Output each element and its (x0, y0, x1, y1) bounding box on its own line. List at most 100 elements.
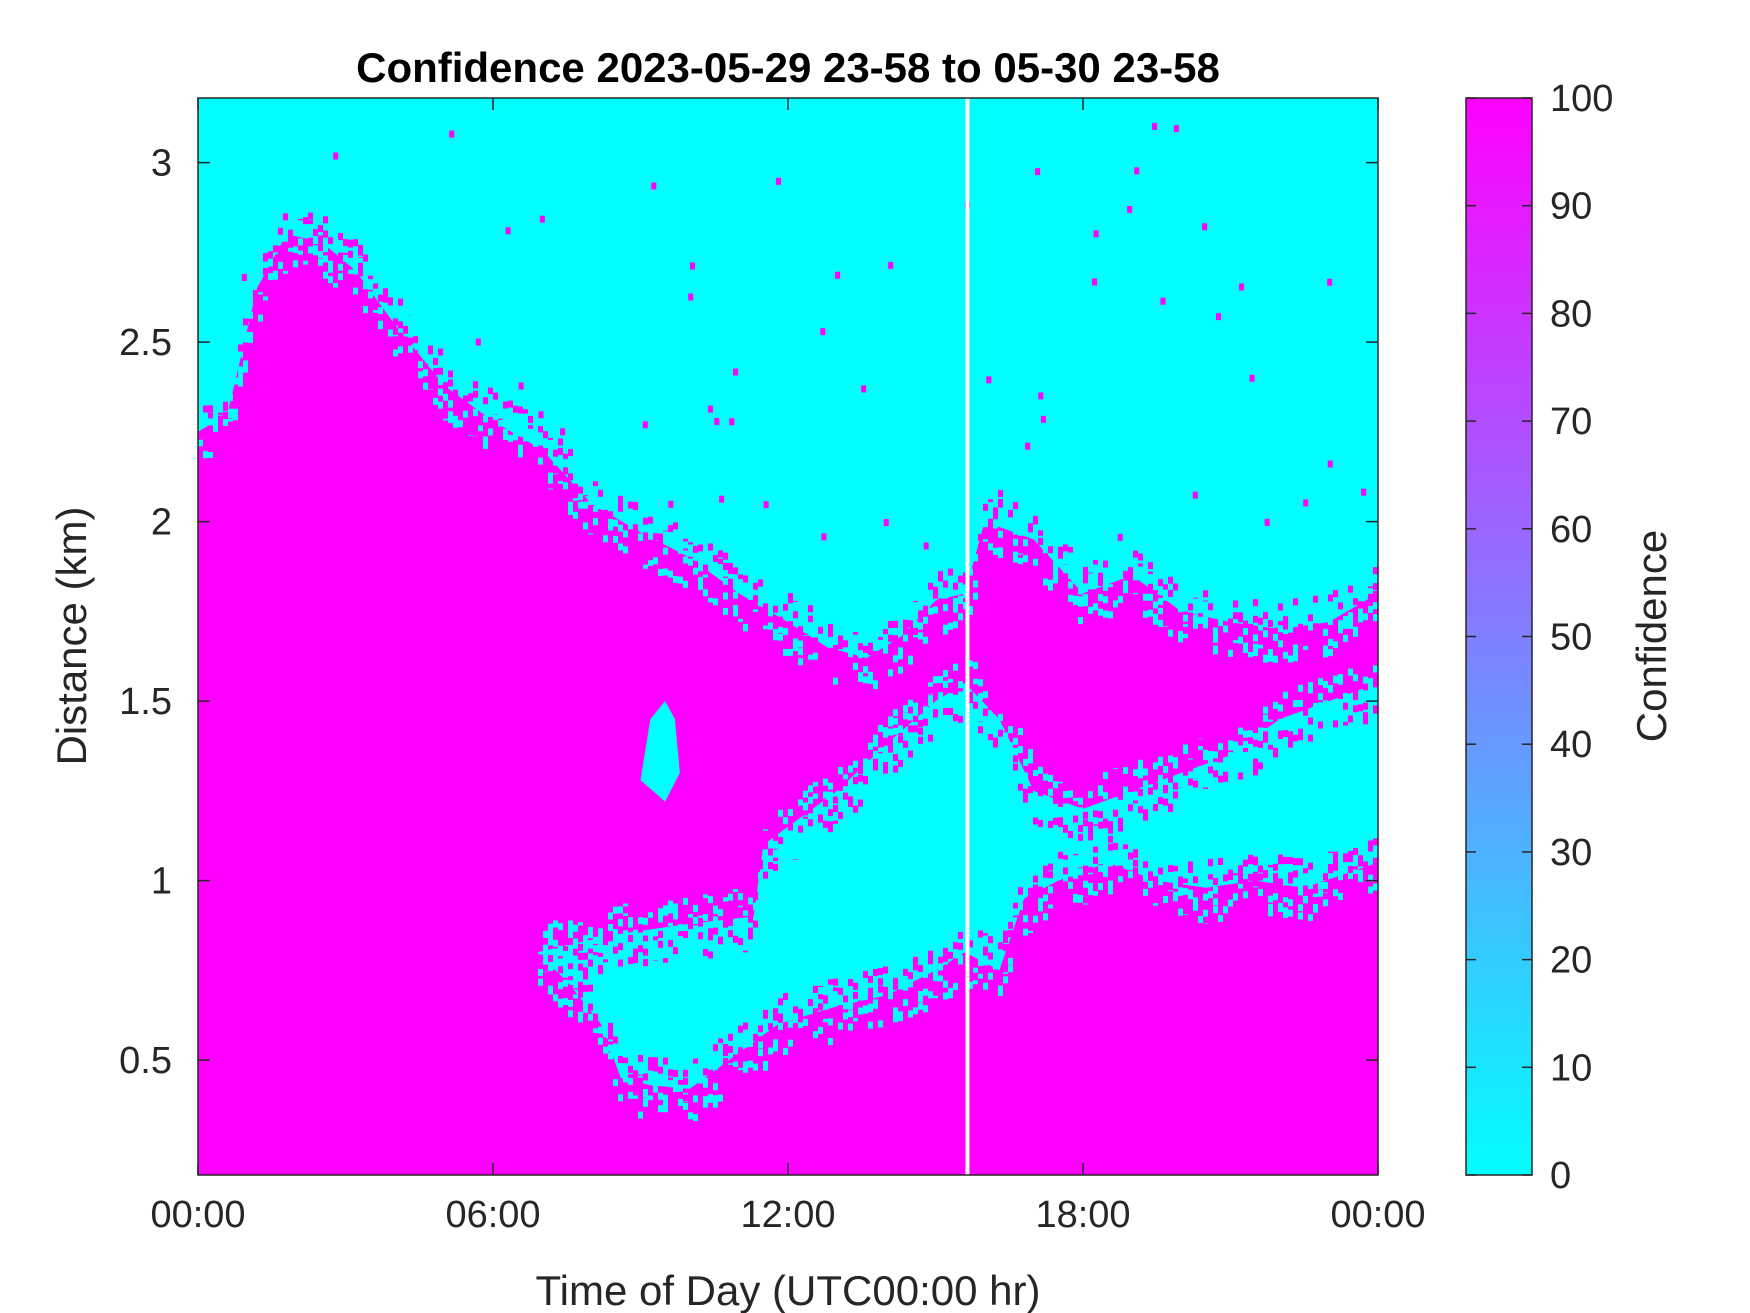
heatmap-cell (1163, 589, 1168, 597)
heatmap-cell (1098, 811, 1103, 819)
heatmap-cell (848, 979, 853, 987)
heatmap-cell (678, 928, 683, 936)
heatmap-cell (1158, 619, 1163, 627)
heatmap-cell (788, 613, 793, 621)
heatmap-cell (1058, 857, 1063, 865)
heatmap-cell (878, 724, 883, 732)
heatmap-cell (1213, 898, 1218, 906)
heatmap-cell (1203, 601, 1208, 609)
heatmap-cell (673, 551, 678, 559)
heatmap-cell (318, 225, 323, 233)
heatmap-cell (1023, 555, 1028, 563)
heatmap-cell (1048, 546, 1053, 554)
heatmap-cell (853, 805, 858, 813)
heatmap-cell (1133, 849, 1138, 857)
heatmap-cell (1018, 783, 1023, 791)
heatmap-cell (733, 609, 738, 617)
heatmap-cell (923, 627, 928, 635)
heatmap-cell (1353, 720, 1358, 728)
heatmap-cell (1268, 867, 1273, 875)
heatmap-cell (1183, 768, 1188, 776)
heatmap-cell (1288, 736, 1293, 744)
heatmap-cell (848, 658, 853, 666)
heatmap-cell (488, 428, 493, 436)
heatmap-cell (618, 495, 623, 503)
heatmap-cell (738, 579, 743, 587)
heatmap-cell (1313, 864, 1318, 872)
heatmap-cell (923, 699, 928, 707)
heatmap-cell (1168, 623, 1173, 631)
heatmap-cell (698, 919, 703, 927)
heatmap-cell (1288, 622, 1293, 630)
heatmap-cell (1358, 875, 1363, 883)
heatmap-cell (743, 624, 748, 632)
heatmap-cell (848, 994, 853, 1002)
heatmap-cell (593, 486, 598, 494)
heatmap-cell (1283, 910, 1288, 918)
heatmap-cell (683, 1077, 688, 1085)
heatmap-cell (868, 975, 873, 983)
heatmap-cell (833, 637, 838, 645)
heatmap-cell (978, 985, 983, 993)
heatmap-cell (1318, 644, 1323, 652)
heatmap-cell (618, 919, 623, 927)
heatmap-cell (698, 1062, 703, 1070)
heatmap-cell (513, 405, 518, 413)
heatmap-cell (993, 684, 998, 692)
heatmap-cell (1013, 723, 1018, 731)
heatmap-cell (968, 981, 973, 989)
heatmap-cell (1328, 900, 1333, 908)
heatmap-cell (268, 273, 273, 281)
heatmap-cell (998, 729, 1003, 737)
heatmap-cell (263, 289, 268, 297)
heatmap-cell (268, 293, 273, 301)
heatmap-cell (1358, 608, 1363, 616)
heatmap-cell (883, 966, 888, 974)
heatmap-cell (1328, 594, 1333, 602)
heatmap-cell (1218, 619, 1223, 627)
heatmap-cell (1253, 643, 1258, 651)
heatmap-cell (1238, 598, 1243, 606)
heatmap-cell (1363, 839, 1368, 847)
heatmap-cell (433, 384, 438, 392)
heatmap-cell (663, 1112, 668, 1120)
heatmap-cell (923, 979, 928, 987)
heatmap-cell (938, 981, 943, 989)
heatmap-cell (783, 633, 788, 641)
heatmap-cell (1318, 678, 1323, 686)
heatmap-cell (1278, 902, 1283, 910)
heatmap-cell (258, 314, 263, 322)
heatmap-cell (1198, 786, 1203, 794)
heatmap-cell (658, 540, 663, 548)
heatmap-cell (763, 851, 768, 859)
heatmap-cell (1138, 592, 1143, 600)
heatmap-cell (1238, 772, 1243, 780)
heatmap-cell (683, 569, 688, 577)
heatmap-cell (613, 956, 618, 964)
heatmap-cell (643, 941, 648, 949)
heatmap-cell (713, 594, 718, 602)
heatmap-cell (1268, 904, 1273, 912)
heatmap-cell (1093, 884, 1098, 892)
heatmap-cell (1068, 885, 1073, 893)
heatmap-cell (883, 646, 888, 654)
heatmap-cell (1038, 528, 1043, 536)
heatmap-cell (1148, 777, 1153, 785)
heatmap-cell (793, 997, 798, 1005)
heatmap-cell (573, 981, 578, 989)
heatmap-cell (773, 854, 778, 862)
heatmap-cell (803, 818, 808, 826)
heatmap-cell (998, 942, 1003, 950)
heatmap-cell (1123, 580, 1128, 588)
heatmap-cell (773, 850, 778, 858)
heatmap-cell (798, 799, 803, 807)
heatmap-cell (1238, 649, 1243, 657)
heatmap-cell (443, 411, 448, 419)
heatmap-cell (573, 994, 578, 1002)
heatmap-cell (503, 429, 508, 437)
heatmap-cell (358, 244, 363, 252)
heatmap-cell (583, 488, 588, 496)
heatmap-cell (1188, 778, 1193, 786)
heatmap-cell (1168, 865, 1173, 873)
heatmap-cell (743, 1071, 748, 1079)
